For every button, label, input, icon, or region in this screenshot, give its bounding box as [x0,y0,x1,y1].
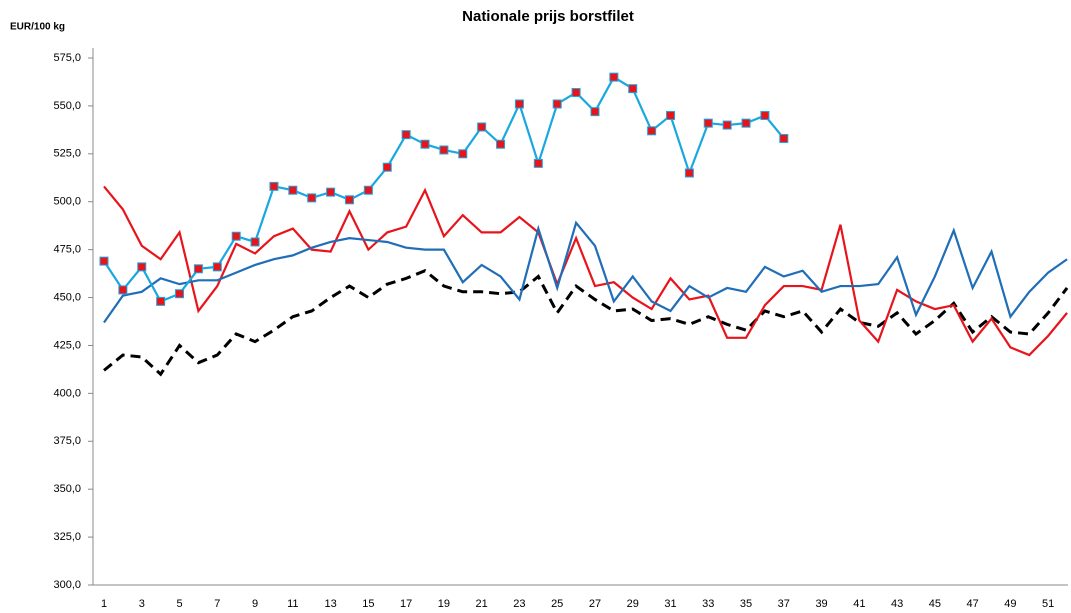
y-tick-label: 425,0 [53,339,81,351]
marker [703,118,713,128]
x-tick-label: 15 [362,598,374,610]
y-axis-label: EUR/100 kg [10,22,65,33]
x-tick-label: 5 [176,598,182,610]
series-line [103,268,1069,377]
marker [231,231,241,241]
marker [571,87,581,97]
y-tick-label: 475,0 [53,244,81,256]
marker [401,130,411,140]
marker [741,118,751,128]
x-tick-label: 11 [287,598,298,610]
marker [552,99,562,109]
x-tick-label: 31 [664,598,676,610]
marker [628,84,638,94]
marker [439,145,449,155]
x-tick-label: 37 [778,598,790,610]
marker [458,149,468,159]
x-tick-label: 27 [589,598,601,610]
x-tick-label: 43 [891,598,903,610]
marker [118,285,128,295]
x-tick-label: 23 [513,598,525,610]
x-tick-label: 19 [438,598,450,610]
marker [666,110,676,120]
x-tick-label: 47 [967,598,979,610]
x-tick-label: 21 [476,598,488,610]
x-tick-label: 13 [324,598,336,610]
marker [779,133,789,143]
marker [609,72,619,82]
marker [344,195,354,205]
x-tick-label: 29 [627,598,639,610]
y-tick-label: 575,0 [53,52,81,64]
marker [363,185,373,195]
marker [137,262,147,272]
y-tick-label: 350,0 [53,483,81,495]
chart-title: Nationale prijs borstfilet [462,8,634,25]
x-tick-label: 7 [214,598,220,610]
x-tick-label: 25 [551,598,563,610]
marker [175,289,185,299]
x-tick-label: 41 [853,598,865,610]
x-tick-label: 35 [740,598,752,610]
x-tick-label: 49 [1004,598,1016,610]
marker [722,120,732,130]
marker [420,139,430,149]
y-tick-label: 325,0 [53,531,81,543]
series-line [103,220,1068,324]
series-line [103,75,785,303]
x-tick-label: 45 [929,598,941,610]
y-tick-label: 525,0 [53,148,81,160]
marker [288,185,298,195]
marker [250,237,260,247]
x-tick-label: 3 [139,598,145,610]
y-tick-label: 500,0 [53,196,81,208]
y-tick-label: 450,0 [53,291,81,303]
marker [212,262,222,272]
marker [326,187,336,197]
marker [307,193,317,203]
x-tick-label: 17 [400,598,412,610]
series-line [103,185,1068,357]
marker [760,110,770,120]
marker [496,139,506,149]
marker [156,296,166,306]
marker [382,162,392,172]
marker [193,264,203,274]
y-tick-label: 300,0 [53,579,81,591]
marker [533,158,543,168]
marker [590,107,600,117]
y-tick-label: 375,0 [53,435,81,447]
y-tick-label: 550,0 [53,100,81,112]
marker [99,256,109,266]
x-tick-label: 51 [1042,598,1054,610]
x-tick-label: 33 [702,598,714,610]
y-tick-label: 400,0 [53,387,81,399]
x-tick-label: 9 [252,598,258,610]
marker [269,181,279,191]
x-tick-label: 39 [815,598,827,610]
marker [514,99,524,109]
marker [477,122,487,132]
marker [647,126,657,136]
x-tick-label: 1 [101,598,107,610]
marker [684,168,694,178]
